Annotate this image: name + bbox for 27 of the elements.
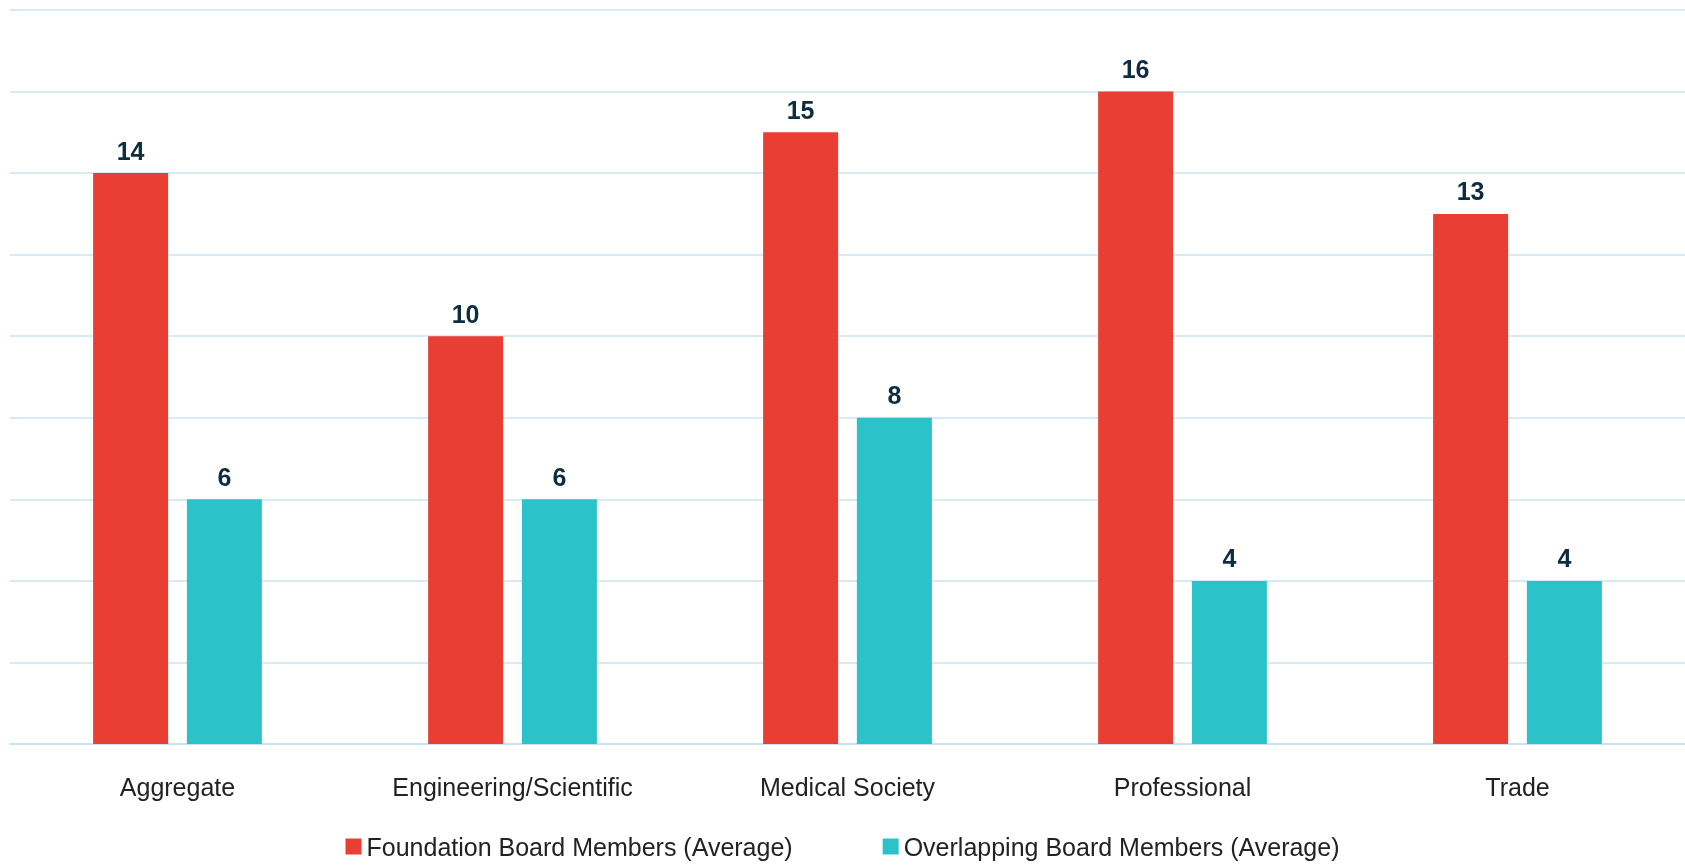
x-tick-label: Medical Society (759, 772, 936, 801)
data-label: 6 (552, 462, 567, 491)
bar (856, 417, 932, 744)
bar (763, 132, 839, 744)
bar (1433, 213, 1509, 744)
bar (186, 499, 262, 744)
legend-label: Overlapping Board Members (Average) (903, 832, 1340, 861)
x-tick-label: Engineering/Scientific (392, 772, 633, 801)
bar (521, 499, 597, 744)
legend-label: Foundation Board Members (Average) (366, 832, 793, 861)
data-label: 6 (217, 462, 232, 491)
bar (93, 173, 169, 744)
x-tick-label: Professional (1113, 772, 1252, 801)
data-label: 4 (1557, 544, 1572, 573)
data-label: 8 (887, 381, 902, 410)
data-label: 16 (1121, 55, 1150, 84)
x-tick-label: Trade (1485, 772, 1550, 801)
x-tick-label: Aggregate (119, 772, 236, 801)
data-label: 15 (786, 95, 815, 124)
data-label: 4 (1222, 544, 1237, 573)
data-label: 14 (116, 136, 145, 165)
data-label: 10 (451, 299, 480, 328)
bar (1098, 91, 1174, 744)
bar (1191, 580, 1267, 744)
data-label: 13 (1456, 177, 1485, 206)
bar (1526, 580, 1602, 744)
bar (428, 336, 504, 744)
